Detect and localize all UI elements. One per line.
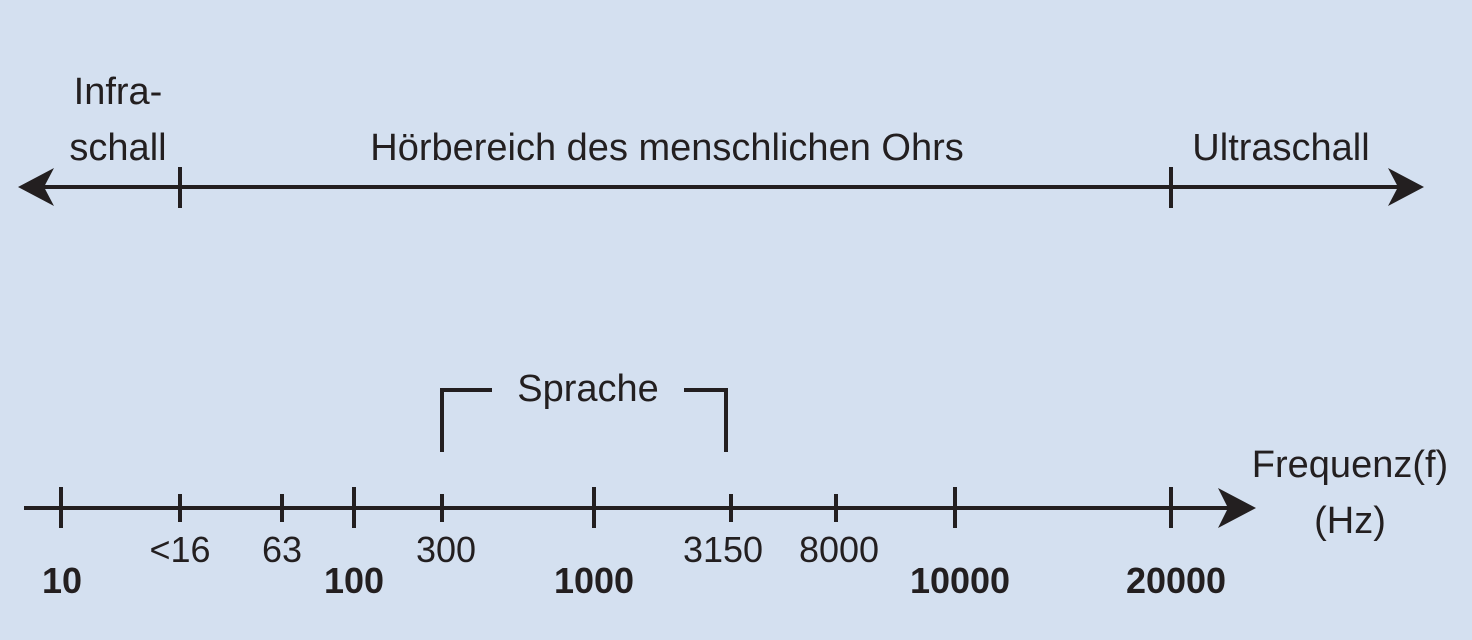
tick-label-63: 63 xyxy=(261,529,303,570)
tick-label-100: 100 xyxy=(323,560,385,601)
tick-label-20000: 20000 xyxy=(1125,560,1227,601)
tick-label-8000: 8000 xyxy=(798,529,880,570)
range-arrow-right xyxy=(1388,168,1424,206)
axis-title-line1: Frequenz(f) xyxy=(1251,444,1449,486)
infra-label-line2: schall xyxy=(69,127,167,169)
infra-label-line1: Infra- xyxy=(73,71,163,113)
range-arrow-left xyxy=(18,168,54,206)
speech-label: Sprache xyxy=(517,368,659,410)
tick-label-300: 300 xyxy=(415,529,477,570)
frequency-axis-arrow xyxy=(1218,488,1256,528)
tick-label-10: 10 xyxy=(41,560,83,601)
audible-range-label: Hörbereich des menschlichen Ohrs xyxy=(370,127,964,169)
speech-bracket-right xyxy=(684,388,728,452)
ultrasound-label: Ultraschall xyxy=(1192,127,1370,169)
tick-label-10000: 10000 xyxy=(909,560,1011,601)
speech-bracket-left xyxy=(440,388,492,452)
axis-title-line2: (Hz) xyxy=(1314,500,1386,542)
tick-label-3150: 3150 xyxy=(682,529,764,570)
tick-label-16: <16 xyxy=(149,529,211,570)
tick-label-1000: 1000 xyxy=(553,560,635,601)
